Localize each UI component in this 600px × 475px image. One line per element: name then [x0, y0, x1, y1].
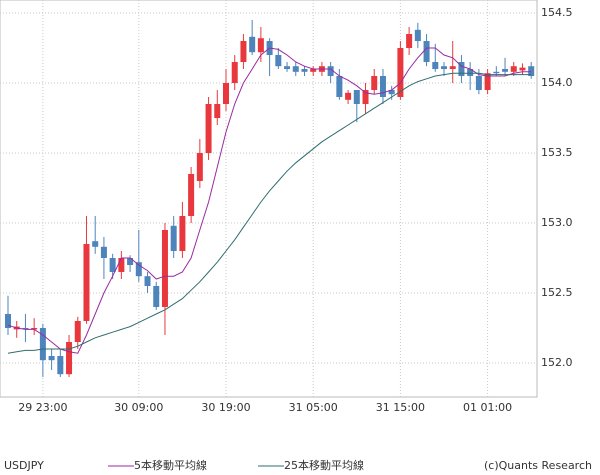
- x-tick-label: 31 05:00: [289, 401, 338, 414]
- candle-body: [310, 69, 317, 72]
- candle-body: [502, 69, 509, 72]
- candle-body: [336, 76, 343, 98]
- candle-body: [432, 62, 439, 70]
- candle-body: [214, 104, 221, 119]
- candle-body: [135, 262, 142, 277]
- x-tick-label: 29 23:00: [18, 401, 67, 414]
- candle-body: [92, 241, 99, 247]
- candle-body: [528, 66, 535, 77]
- candle-body: [31, 327, 38, 330]
- candle-body: [388, 90, 395, 95]
- candle-body: [188, 174, 195, 216]
- candle-body: [519, 67, 526, 71]
- candle-body: [5, 313, 11, 328]
- y-tick-label: 153.5: [541, 146, 573, 159]
- candle-body: [240, 41, 247, 63]
- candle-body: [475, 76, 482, 91]
- candle-body: [66, 341, 73, 375]
- candle-body: [170, 225, 177, 251]
- candle-body: [257, 38, 264, 53]
- legend-label: 25本移動平均線: [284, 458, 364, 472]
- x-tick-label: 01 01:00: [463, 401, 512, 414]
- credit: (c)Quants Research: [484, 459, 592, 472]
- candle-body: [284, 66, 291, 70]
- candle-body: [48, 355, 55, 361]
- candle-body: [74, 320, 81, 342]
- candle-body: [467, 69, 474, 77]
- legend-label: 5本移動平均線: [134, 458, 207, 472]
- y-tick-label: 154.0: [541, 76, 573, 89]
- candle-body: [397, 48, 404, 98]
- candle-body: [345, 92, 352, 100]
- candle-body: [118, 257, 125, 272]
- candle-body: [22, 327, 29, 330]
- candle-body: [327, 66, 334, 77]
- candle-body: [231, 62, 238, 84]
- candle-body: [196, 153, 203, 182]
- candle-body: [292, 66, 299, 72]
- candle-body: [493, 71, 500, 74]
- candle-body: [484, 73, 491, 91]
- candle-body: [109, 257, 116, 272]
- candle-body: [100, 246, 107, 258]
- y-tick-label: 154.5: [541, 6, 573, 19]
- candle-body: [414, 29, 421, 42]
- ma-line: [7, 72, 532, 354]
- y-tick-label: 153.0: [541, 216, 573, 229]
- candle-body: [161, 229, 168, 307]
- symbol: USDJPY: [4, 459, 44, 472]
- y-tick-label: 152.5: [541, 286, 573, 299]
- candle-body: [353, 90, 360, 105]
- plot-frame: [0, 0, 538, 398]
- candle-body: [57, 355, 64, 375]
- candle-body: [441, 66, 447, 70]
- x-tick-label: 30 09:00: [114, 401, 163, 414]
- candle-body: [449, 66, 456, 70]
- candle-body: [423, 41, 430, 63]
- candle-body: [406, 34, 413, 49]
- candle-body: [379, 76, 386, 98]
- y-tick-label: 152.0: [541, 356, 573, 369]
- candle-body: [362, 90, 369, 105]
- x-tick-label: 31 15:00: [376, 401, 425, 414]
- candle-body: [301, 69, 308, 72]
- candle-body: [127, 257, 134, 265]
- x-tick-label: 30 19:00: [201, 401, 250, 414]
- candle-body: [371, 76, 378, 91]
- ma-line: [7, 47, 532, 354]
- candle-body: [275, 55, 282, 67]
- candle-body: [223, 83, 229, 105]
- candle-body: [510, 66, 517, 72]
- candle-body: [205, 104, 212, 154]
- candle-body: [249, 36, 256, 53]
- candle-body: [179, 215, 186, 251]
- candle-body: [153, 285, 160, 307]
- candle-body: [39, 327, 46, 361]
- candle-body: [144, 276, 151, 286]
- candle-body: [83, 243, 90, 321]
- candle-body: [458, 62, 465, 77]
